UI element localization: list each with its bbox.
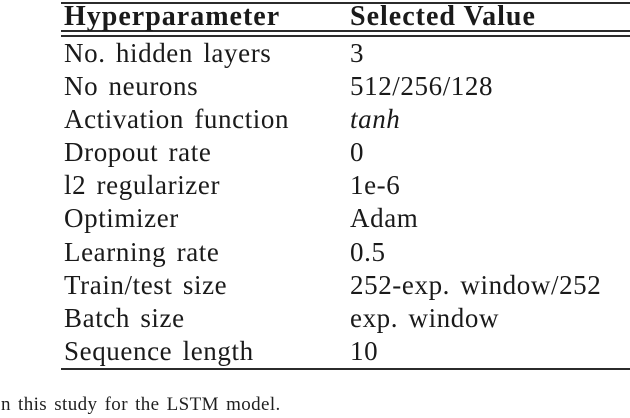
param-cell: Dropout rate (64, 137, 212, 168)
table-body: No. hidden layers 3 No neurons 512/256/1… (61, 37, 630, 369)
value-cell: tanh (350, 103, 401, 134)
param-cell: Sequence length (64, 336, 254, 367)
param-cell: Learning rate (64, 236, 220, 267)
table-row: No neurons 512/256/128 (61, 70, 630, 103)
column-header-hyperparameter: Hyperparameter (64, 1, 281, 32)
table-row: Activation function tanh (61, 103, 630, 136)
table-row: Learning rate 0.5 (61, 236, 630, 269)
value-cell: 3 (350, 37, 365, 68)
param-cell: Batch size (64, 303, 185, 333)
param-cell: No neurons (64, 70, 199, 101)
table-row: Dropout rate 0 (61, 136, 630, 169)
value-cell: 0 (350, 137, 365, 168)
value-cell: Adam (350, 203, 419, 234)
param-cell: Train/test size (64, 269, 228, 300)
param-cell: Activation function (64, 103, 290, 134)
param-cell: No. hidden layers (64, 37, 272, 68)
value-cell: 0.5 (350, 236, 386, 267)
table-row: l2 regularizer 1e-6 (61, 169, 630, 202)
table-row: Batch size exp. window (61, 302, 630, 335)
table-row: Sequence length 10 (61, 335, 630, 368)
value-cell: 1e-6 (350, 170, 401, 201)
header-separator-double-rule (61, 30, 630, 37)
table-row: Optimizer Adam (61, 202, 630, 235)
param-cell: l2 regularizer (64, 170, 221, 201)
column-header-selected-value: Selected Value (350, 1, 536, 32)
value-cell: 512/256/128 (350, 70, 494, 101)
table-bottom-rule (61, 368, 630, 371)
hyperparameter-table: Hyperparameter Selected Value No. hidden… (61, 1, 630, 371)
table-top-rule (61, 2, 630, 4)
value-cell: 252-exp. window/252 (350, 269, 602, 300)
value-cell: 10 (350, 336, 379, 367)
param-cell: Optimizer (64, 203, 179, 234)
value-cell: exp. window (350, 303, 500, 333)
table-row: No. hidden layers 3 (61, 37, 630, 70)
table-caption-fragment: n this study for the LSTM model. (1, 394, 281, 415)
table-header-row: Hyperparameter Selected Value (61, 1, 630, 32)
table-row: Train/test size 252-exp. window/252 (61, 269, 630, 302)
